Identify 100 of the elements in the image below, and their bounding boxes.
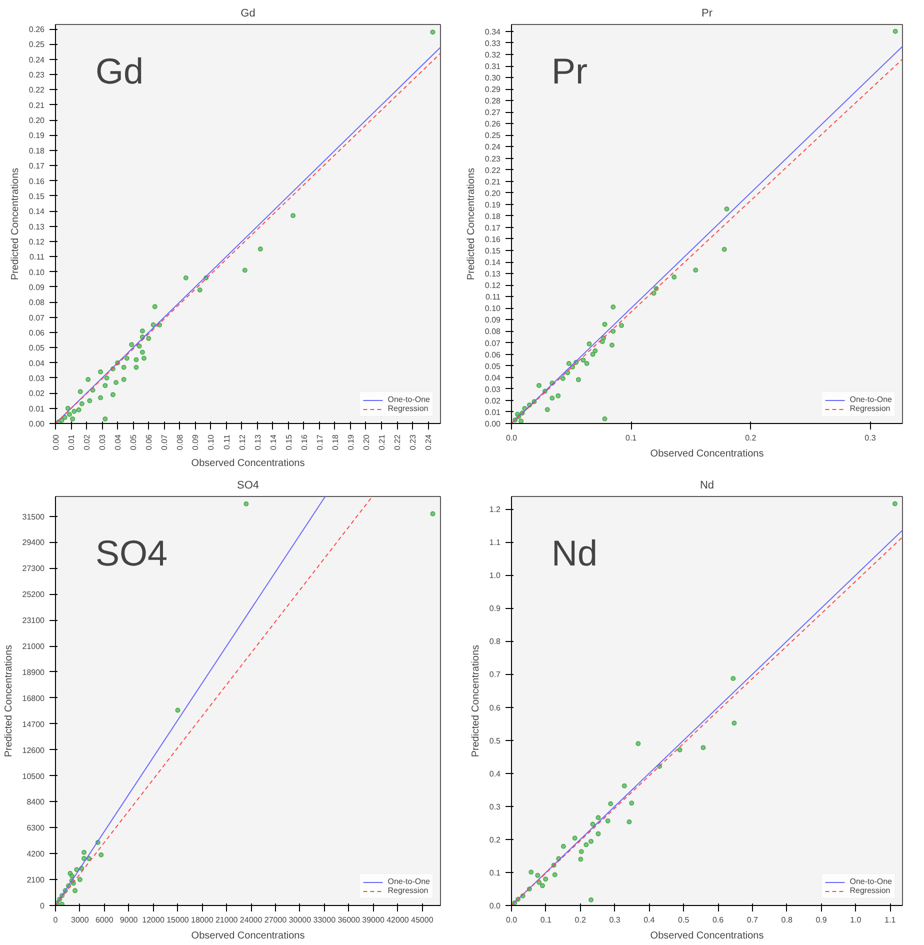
y-tick-label: 0.09 — [28, 282, 46, 292]
y-tick-label: 0.07 — [28, 313, 46, 322]
y-tick-label: 0.21 — [28, 100, 46, 110]
y-tick-label: 0.08 — [28, 298, 46, 308]
y-tick-label: 14700 — [22, 720, 46, 729]
x-tick-label: 0.01 — [67, 434, 76, 450]
x-tick-label: 0.3 — [864, 434, 876, 442]
y-tick-label: 0.01 — [28, 404, 46, 414]
y-tick-label: 0.20 — [28, 116, 46, 126]
x-tick-label: 0.18 — [330, 434, 340, 450]
x-tick-label: 0.6 — [712, 916, 724, 924]
y-tick-label: 0.34 — [484, 27, 502, 36]
y-tick-label: 0.6 — [489, 703, 502, 712]
y-tick-label: 0.24 — [28, 55, 46, 64]
y-tick-label: 0.17 — [28, 162, 46, 171]
x-tick-label: 33000 — [313, 916, 336, 924]
x-tick-label: 0.19 — [346, 434, 356, 450]
x-tick-label: 0.22 — [393, 434, 402, 450]
x-tick-label: 42000 — [386, 916, 410, 924]
chart-title: Pr — [702, 8, 713, 20]
y-tick-label: 0.08 — [484, 327, 502, 336]
y-tick-label: 0.10 — [484, 304, 502, 314]
y-tick-label: 29400 — [22, 538, 46, 548]
x-tick-label: 45000 — [411, 916, 434, 924]
y-tick-label: 0.21 — [484, 177, 502, 186]
y-tick-label: 27300 — [22, 564, 46, 574]
legend-label: Regression — [850, 886, 890, 895]
y-tick-label: 31500 — [22, 512, 46, 522]
legend-label: One-to-One — [388, 877, 430, 886]
x-tick-label: 0.05 — [129, 434, 138, 450]
legend-label: Regression — [388, 886, 428, 895]
x-tick-label: 39000 — [362, 916, 385, 924]
y-tick-label: 10500 — [22, 772, 46, 781]
annotation: Nd — [552, 532, 598, 574]
x-tick-label: 9000 — [120, 916, 138, 924]
y-tick-label: 0.23 — [28, 70, 46, 80]
x-tick-label: 0.11 — [222, 434, 232, 450]
x-tick-label: 0.8 — [781, 916, 793, 924]
y-tick-label: 6300 — [26, 824, 46, 833]
x-tick-label: 0.9 — [816, 916, 828, 924]
y-tick-label: 25200 — [22, 590, 46, 600]
y-tick-label: 23100 — [22, 616, 46, 626]
annotation: Pr — [552, 50, 588, 92]
y-tick-label: 0.02 — [484, 396, 502, 406]
x-tick-label: 0.16 — [300, 434, 309, 450]
y-tick-label: 18900 — [22, 668, 46, 677]
y-tick-label: 0.05 — [484, 362, 502, 371]
y-tick-label: 0.25 — [484, 131, 502, 140]
y-tick-label: 0.03 — [484, 384, 502, 394]
y-tick-label: 0.00 — [28, 420, 46, 428]
y-tick-label: 0.22 — [28, 86, 46, 95]
y-tick-label: 1.2 — [489, 505, 502, 514]
y-tick-label: 0.7 — [489, 670, 502, 680]
y-tick-label: 0.16 — [28, 176, 46, 186]
x-tick-label: 36000 — [338, 916, 361, 924]
y-tick-label: 0.2 — [489, 835, 502, 844]
x-tick-label: 0.10 — [206, 434, 216, 450]
x-axis-title: Observed Concentrations — [650, 448, 764, 460]
y-tick-label: 0.16 — [484, 234, 502, 244]
y-axis-title: Predicted Concentrations — [10, 168, 21, 280]
y-tick-label: 16800 — [22, 694, 46, 703]
y-tick-label: 0.3 — [489, 802, 502, 812]
y-tick-label: 8400 — [26, 798, 46, 807]
y-axis-title: Predicted Concentrations — [466, 168, 477, 280]
y-tick-label: 0.06 — [28, 328, 46, 338]
y-tick-label: 0.19 — [28, 131, 46, 140]
x-tick-label: 18000 — [191, 916, 214, 924]
y-tick-label: 0.14 — [484, 258, 502, 268]
x-tick-label: 0.17 — [315, 434, 324, 450]
y-tick-label: 0.22 — [484, 166, 502, 175]
y-tick-label: 0.03 — [28, 374, 46, 383]
y-tick-label: 0.02 — [28, 389, 46, 398]
x-tick-label: 0.14 — [268, 434, 278, 450]
y-tick-label: 0.11 — [486, 292, 502, 302]
x-tick-label: 0 — [53, 916, 58, 924]
y-tick-label: 0.13 — [28, 222, 46, 232]
x-tick-label: 0.03 — [98, 434, 108, 450]
y-tick-label: 0.4 — [489, 769, 502, 778]
x-tick-label: 0.0 — [506, 434, 518, 442]
x-tick-label: 0.5 — [678, 916, 690, 924]
x-tick-label: 0.1 — [626, 434, 638, 442]
y-tick-label: 0.31 — [484, 62, 502, 72]
x-tick-label: 1.0 — [850, 916, 862, 924]
x-tick-label: 0.12 — [238, 434, 247, 450]
x-tick-label: 6000 — [95, 916, 114, 924]
y-tick-label: 4200 — [26, 850, 46, 859]
y-tick-label: 0.5 — [489, 736, 502, 746]
y-tick-label: 0.04 — [28, 358, 46, 368]
y-tick-label: 12600 — [22, 746, 46, 755]
y-tick-label: 0.18 — [484, 212, 502, 221]
x-tick-label: 0.02 — [82, 434, 92, 450]
y-tick-label: 0.11 — [30, 252, 46, 262]
legend-label: One-to-One — [388, 395, 430, 404]
y-tick-label: 0.23 — [484, 154, 502, 164]
chart-title: Gd — [240, 8, 256, 20]
y-tick-label: 0.00 — [484, 420, 502, 428]
x-tick-label: 21000 — [215, 916, 238, 924]
y-tick-label: 0.24 — [484, 142, 502, 152]
y-tick-label: 0.12 — [28, 237, 46, 246]
y-tick-label: 2100 — [26, 876, 46, 885]
